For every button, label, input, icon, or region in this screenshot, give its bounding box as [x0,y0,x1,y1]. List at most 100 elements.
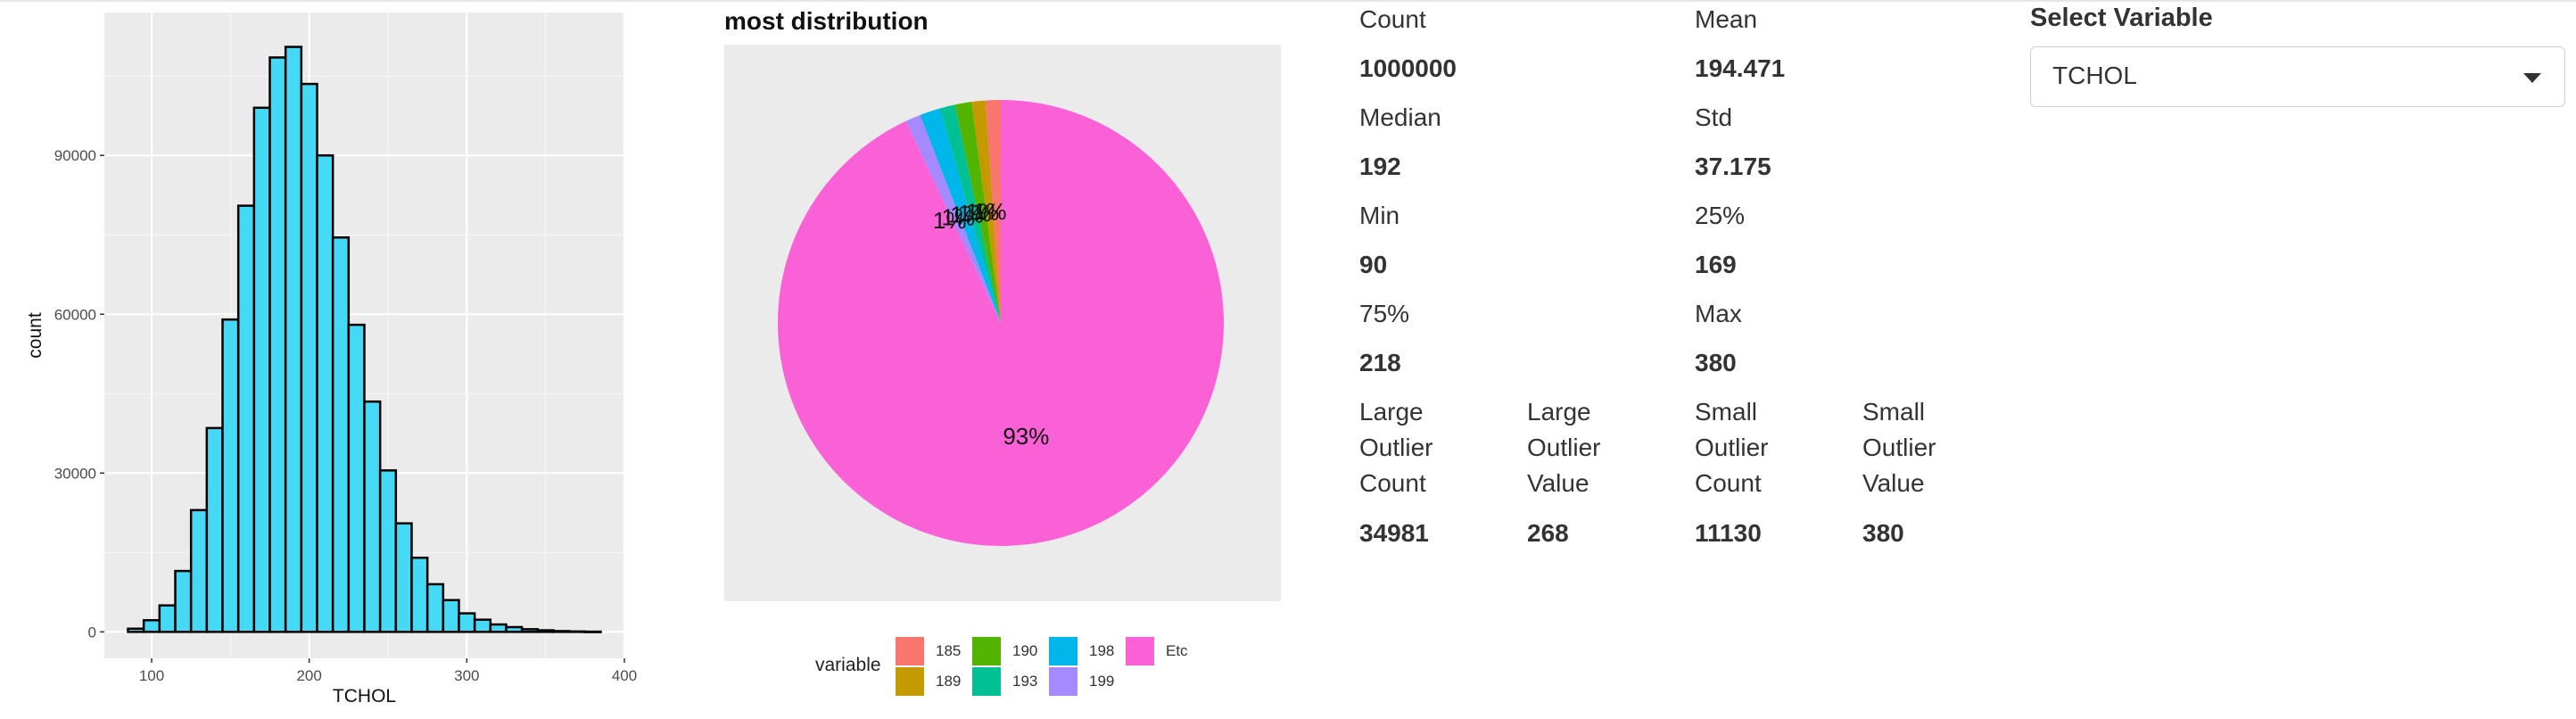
histogram-bar [489,623,508,633]
q25-value: 169 [1695,251,1737,278]
caret-down-icon [2523,73,2541,83]
pie-slice [971,100,1001,323]
select-variable-label: Select Variable [2030,4,2213,32]
pie-chart: 1%1%1%1%1%1% 93% [724,45,1281,601]
pie-legend: variable 185 189 190 193 198 199 Etc [812,628,1258,708]
legend-label: 190 [1012,642,1038,659]
small-outlier-count-label: Small Outlier Count [1695,398,1769,497]
y-tick-label: 0 [88,624,96,640]
pie-title: most distribution [724,7,929,35]
q25-label: 25% [1695,202,1746,229]
pie-data-label: 1% [950,202,984,228]
mean-value: 194.471 [1695,54,1786,82]
legend-label: 193 [1012,673,1038,690]
pie-slice [905,114,1001,323]
histogram-bar [363,400,382,633]
pie-data-label: 1% [941,203,975,230]
pie-data-label: 1% [973,198,1007,225]
histogram-bar [331,236,351,633]
q75-label: 75% [1359,300,1410,327]
pie-slice [778,100,1224,546]
histogram-bar [127,627,145,633]
histogram-bar [205,426,224,633]
histogram-panel: 100 200 300 400 0 30000 60000 90000 TCHOL count [0,0,642,719]
histogram-bar [236,204,256,633]
pie-data-label: 1% [966,199,1000,226]
pie-data-label: 1% [933,207,967,234]
legend-label: 198 [1089,642,1115,659]
histogram-bar [458,612,476,633]
pie-slice [939,104,1001,324]
legend-key [972,637,1001,665]
y-tick-label: 60000 [54,306,96,323]
legend-key [972,667,1001,696]
histogram-bar [536,629,555,633]
median-label: Median [1359,103,1441,131]
small-outlier-value-label: Small Outlier Value [1862,398,1936,497]
histogram-bar [284,45,303,633]
large-outlier-value-label: Large Outlier Value [1527,398,1601,497]
max-label: Max [1695,300,1742,327]
histogram-bar [442,599,460,633]
legend-key [1049,637,1077,665]
count-value: 1000000 [1359,54,1457,82]
y-tick-label: 90000 [54,147,96,164]
mean-label: Mean [1695,5,1758,33]
x-tick-label: 200 [296,667,321,684]
pie-data-label: 1% [958,200,992,227]
legend-title: variable [815,655,881,675]
pie-data-label: 93% [1003,423,1049,450]
histogram-bar [189,508,209,633]
histogram-chart: 100 200 300 400 0 30000 60000 90000 TCHOL count [25,12,637,707]
median-value: 192 [1359,153,1401,180]
top-divider [0,0,2576,2]
histogram-bar [300,82,318,633]
min-value: 90 [1359,251,1388,278]
min-label: Min [1359,202,1400,229]
legend-label: Etc [1166,642,1188,659]
legend-key [1049,667,1077,696]
legend-key [1126,637,1154,665]
histogram-bar [221,318,240,633]
legend-key [896,667,924,696]
std-value: 37.175 [1695,153,1771,180]
histogram-bar [473,618,492,633]
histogram-bar [552,630,571,633]
x-tick-label: 100 [139,667,164,684]
histogram-bar [142,619,161,633]
histogram-bar [347,323,366,633]
histogram-bar [252,106,271,633]
histogram-bar [410,556,429,633]
max-value: 380 [1695,349,1737,376]
count-label: Count [1359,5,1426,33]
legend-key [896,637,924,665]
legend-label: 199 [1089,673,1115,690]
x-axis-title: TCHOL [333,686,396,707]
histogram-bar [378,469,398,633]
large-outlier-count-value: 34981 [1359,519,1429,547]
histogram-bar [394,522,413,633]
histogram-bar [174,569,193,633]
histogram-bar [158,604,177,633]
select-variable-dropdown[interactable]: TCHOL [2030,46,2565,107]
legend-label: 185 [936,642,962,659]
histogram-bar [520,628,540,633]
small-outlier-count-value: 11130 [1695,519,1762,547]
large-outlier-value-value: 268 [1527,519,1569,547]
q75-value: 218 [1359,349,1401,376]
histogram-bar [316,153,334,633]
pie-slice [985,100,1001,323]
x-tick-label: 300 [454,667,479,684]
pie-slice [920,108,1001,324]
x-tick-label: 400 [612,667,637,684]
std-label: Std [1695,103,1733,131]
y-tick-label: 30000 [54,465,96,482]
y-axis-title: count [25,312,45,359]
pie-slice [954,102,1001,323]
histogram-bar [268,56,287,633]
small-outlier-value-value: 380 [1862,519,1904,547]
large-outlier-count-label: Large Outlier Count [1359,398,1433,497]
select-variable-value: TCHOL [2052,62,2137,89]
legend-label: 189 [936,673,962,690]
histogram-bar [505,625,524,633]
